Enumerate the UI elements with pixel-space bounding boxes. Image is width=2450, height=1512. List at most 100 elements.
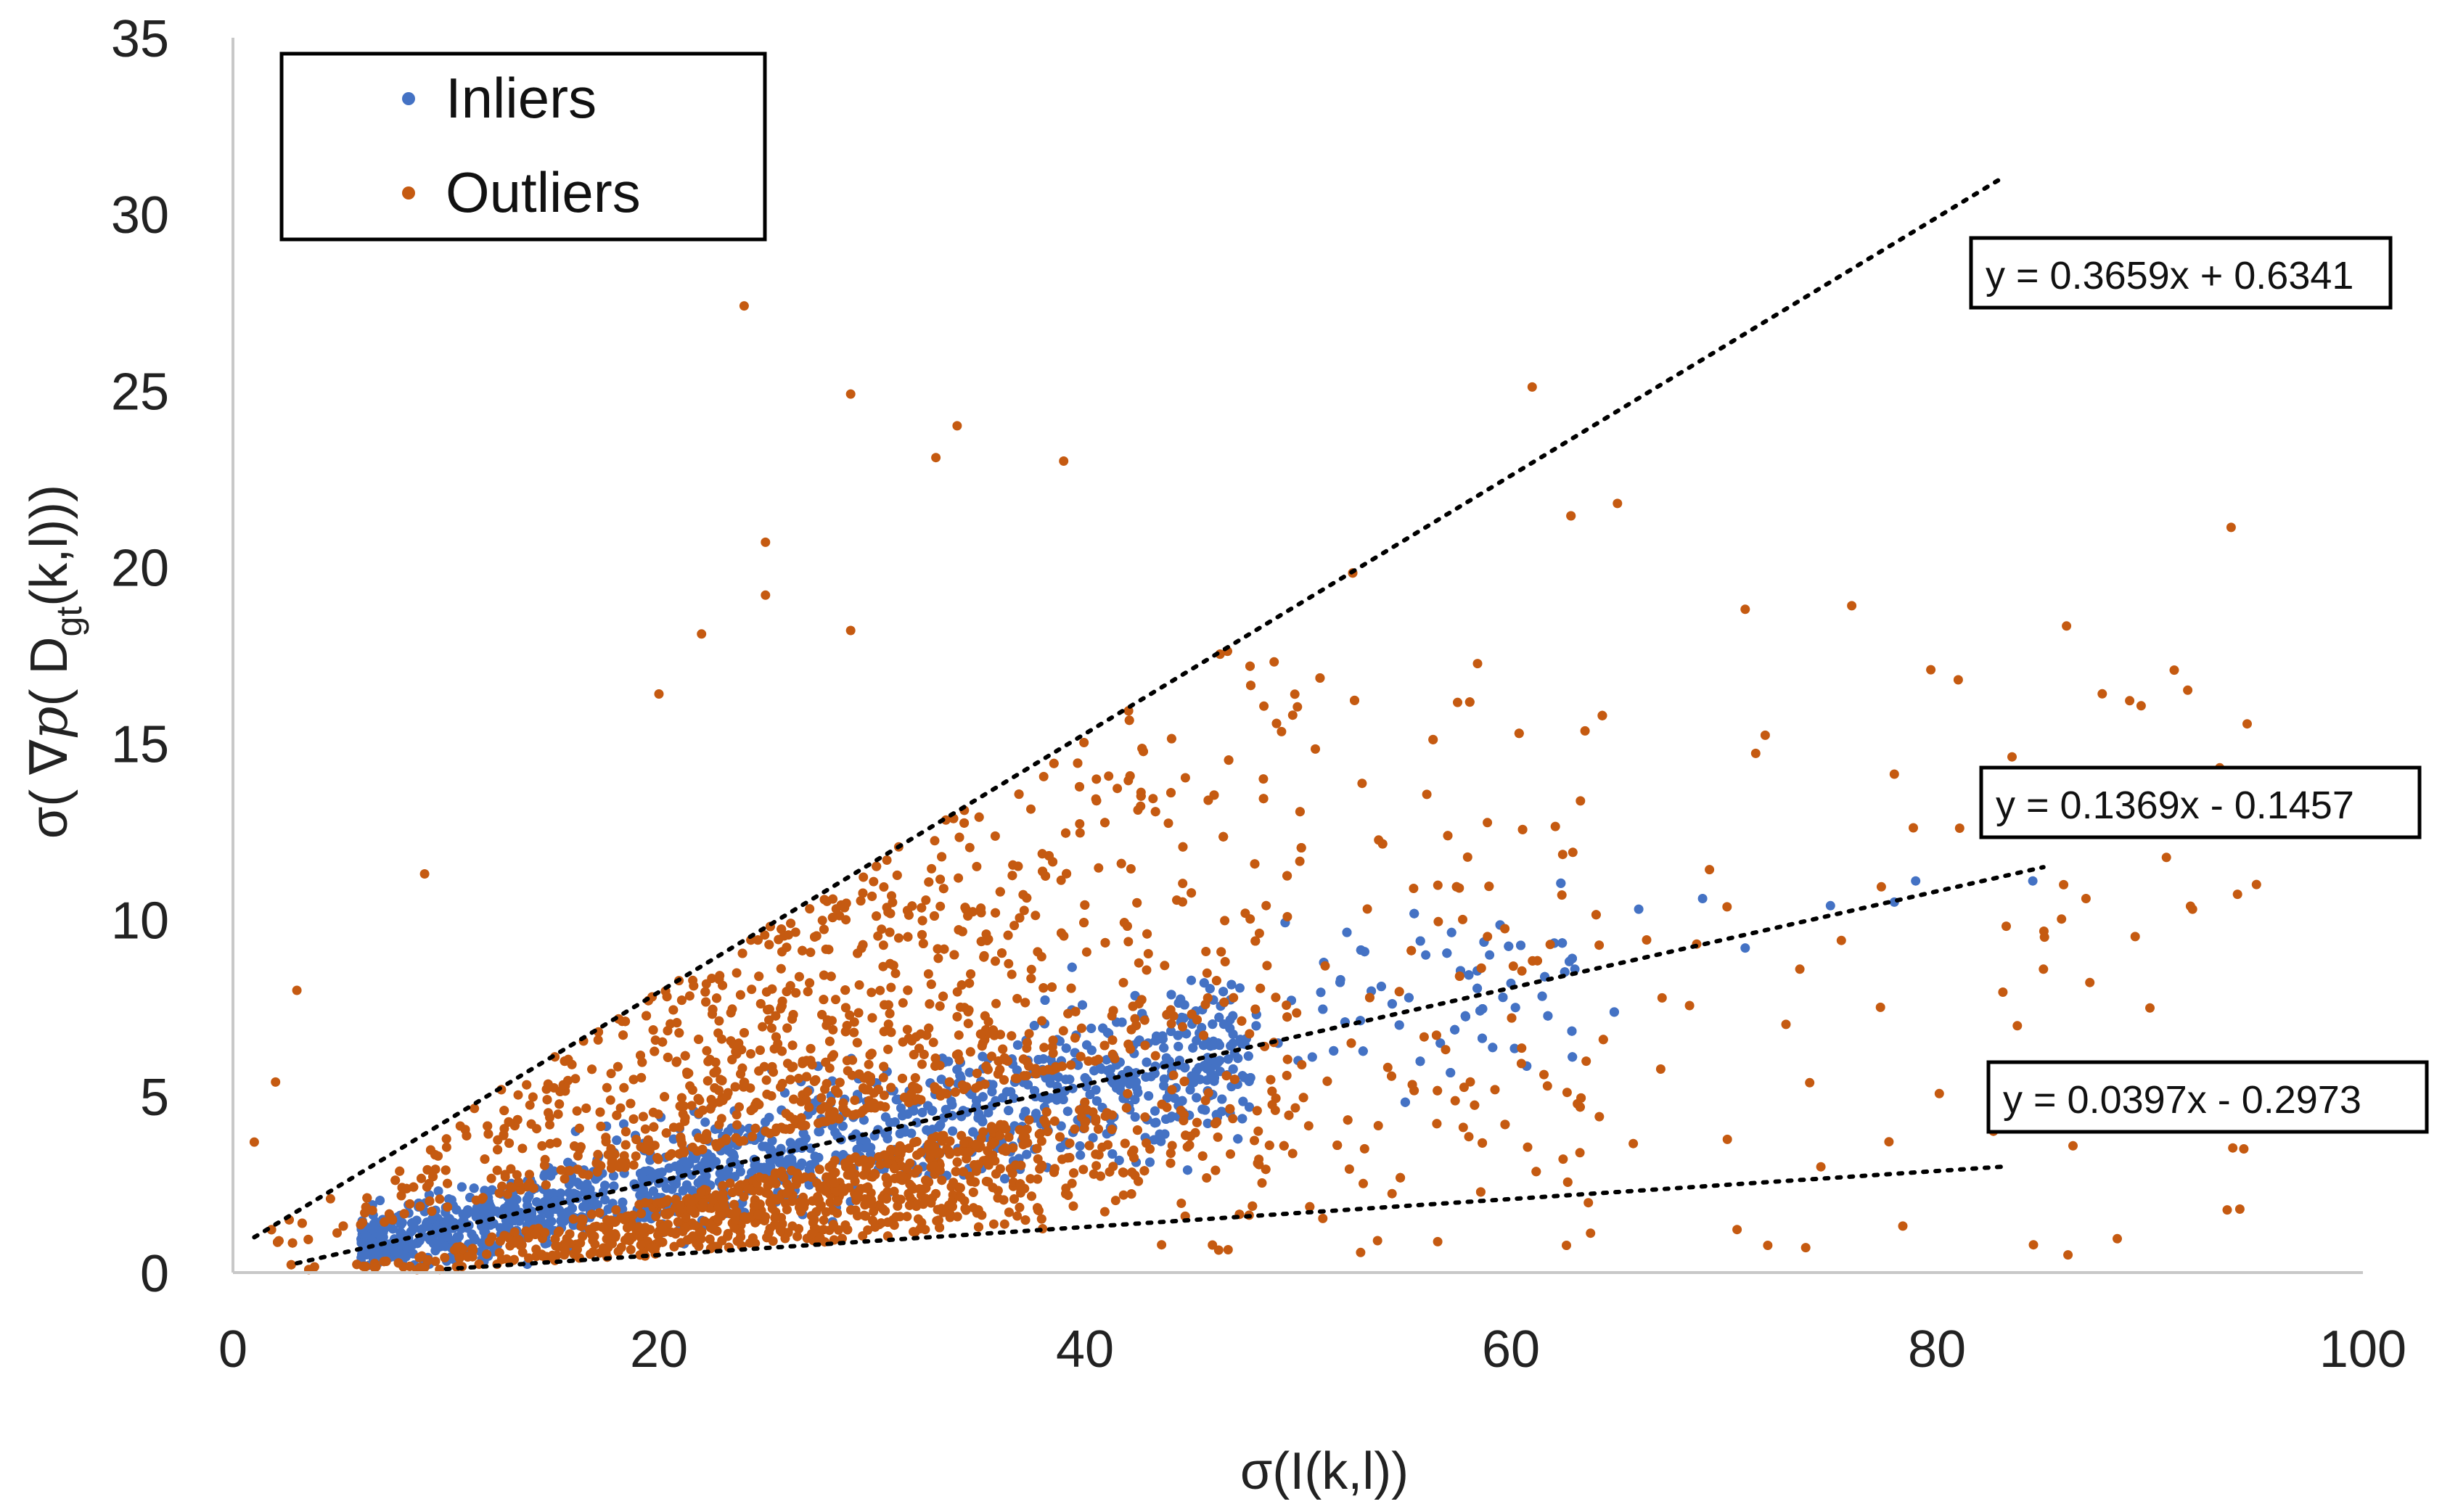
inlier-point: [800, 1133, 811, 1143]
inlier-point: [1446, 927, 1457, 937]
outlier-point: [1483, 932, 1493, 942]
outlier-point: [1039, 1043, 1049, 1053]
inlier-point: [1475, 1006, 1485, 1016]
inlier-point: [1058, 1095, 1068, 1104]
outlier-point: [972, 861, 982, 871]
inlier-point: [1142, 1057, 1152, 1067]
outlier-point: [427, 1207, 437, 1216]
inlier-point: [444, 1214, 454, 1224]
outlier-point: [1213, 1132, 1223, 1142]
outlier-point: [1026, 964, 1036, 974]
outlier-point: [605, 1095, 615, 1105]
outlier-point: [762, 1089, 772, 1099]
outlier-point: [1070, 1124, 1080, 1134]
outlier-point: [999, 1219, 1009, 1229]
inlier-point: [1033, 1055, 1044, 1064]
outlier-point: [435, 1194, 445, 1204]
outlier-point: [878, 940, 888, 950]
outlier-point: [1039, 1115, 1049, 1125]
inlier-point: [592, 1200, 602, 1209]
inlier-point: [1107, 1149, 1118, 1159]
outlier-point: [1453, 697, 1462, 707]
inlier-point: [1240, 1072, 1250, 1082]
outlier-point: [1178, 879, 1188, 889]
outlier-point: [878, 1072, 888, 1082]
outlier-point: [747, 985, 757, 995]
outlier-point: [982, 1155, 992, 1165]
outlier-point: [859, 1170, 869, 1180]
inlier-point: [1516, 940, 1525, 950]
outlier-point: [886, 982, 896, 993]
outlier-point: [850, 1096, 860, 1105]
outlier-point: [1539, 1069, 1549, 1080]
outlier-point: [928, 1038, 938, 1048]
outlier-point: [864, 1059, 874, 1069]
inlier-point: [1568, 953, 1577, 964]
inlier-point: [1228, 1064, 1238, 1074]
outlier-point: [854, 980, 864, 990]
inlier-point: [618, 1197, 628, 1207]
inlier-point: [469, 1183, 479, 1193]
outlier-point: [873, 931, 883, 941]
outlier-point: [544, 1108, 553, 1118]
outlier-point: [701, 979, 711, 989]
outlier-point: [1258, 774, 1269, 784]
inlier-point: [1488, 1043, 1498, 1053]
outlier-point: [1282, 1001, 1292, 1010]
inlier-point: [1556, 878, 1566, 888]
outlier-point: [1290, 689, 1300, 699]
inlier-point: [1461, 1011, 1470, 1022]
outlier-point: [866, 987, 877, 998]
outlier-point: [602, 1082, 612, 1093]
inlier-point: [1182, 1165, 1192, 1175]
outlier-point: [1202, 968, 1212, 978]
outlier-point: [761, 1075, 771, 1085]
inlier-point: [1159, 1043, 1169, 1053]
inlier-point: [667, 1184, 677, 1194]
inlier-point: [1228, 1038, 1238, 1048]
inlier-point: [637, 1173, 647, 1183]
inlier-point: [1329, 1045, 1339, 1056]
outlier-point: [1148, 794, 1158, 804]
inlier-point: [396, 1249, 406, 1260]
inlier-point: [408, 1225, 417, 1235]
inlier-point: [973, 1113, 983, 1123]
outlier-point: [568, 1214, 578, 1224]
outlier-point: [1419, 1032, 1429, 1042]
outlier-point: [1110, 1196, 1120, 1206]
inlier-point: [1450, 1024, 1460, 1035]
inlier-point: [1400, 1097, 1410, 1107]
outlier-point: [1253, 1126, 1263, 1136]
inlier-point: [1537, 991, 1547, 1001]
inlier-point: [1167, 1112, 1177, 1122]
outlier-point: [1026, 804, 1036, 814]
inlier-point: [761, 1117, 771, 1127]
outlier-point: [817, 916, 827, 926]
outlier-point: [831, 995, 840, 1005]
inlier-point: [650, 1170, 660, 1180]
outlier-point: [991, 998, 1001, 1008]
inlier-point: [1144, 1091, 1154, 1101]
outlier-point: [1311, 744, 1320, 754]
inlier-point: [1208, 1040, 1218, 1051]
inlier-point: [1156, 1136, 1166, 1146]
inlier-point: [987, 1087, 997, 1097]
inlier-point: [1567, 1026, 1577, 1036]
outlier-point: [628, 1160, 639, 1170]
outlier-point: [1517, 1043, 1527, 1053]
inlier-point: [1228, 1030, 1238, 1039]
inlier-point: [508, 1199, 518, 1209]
outlier-point: [640, 1124, 650, 1134]
inlier-point: [1235, 983, 1245, 993]
inlier-point: [952, 1064, 962, 1075]
inlier-point: [396, 1220, 406, 1230]
outlier-point: [935, 901, 946, 911]
outlier-point: [734, 1102, 744, 1112]
outlier-point: [1558, 1154, 1568, 1164]
outlier-point: [1068, 1201, 1078, 1211]
outlier-point: [684, 991, 695, 1001]
outlier-point: [1033, 947, 1043, 957]
outlier-point: [888, 897, 898, 908]
inlier-point: [1464, 970, 1474, 980]
inlier-point: [1216, 1106, 1226, 1117]
